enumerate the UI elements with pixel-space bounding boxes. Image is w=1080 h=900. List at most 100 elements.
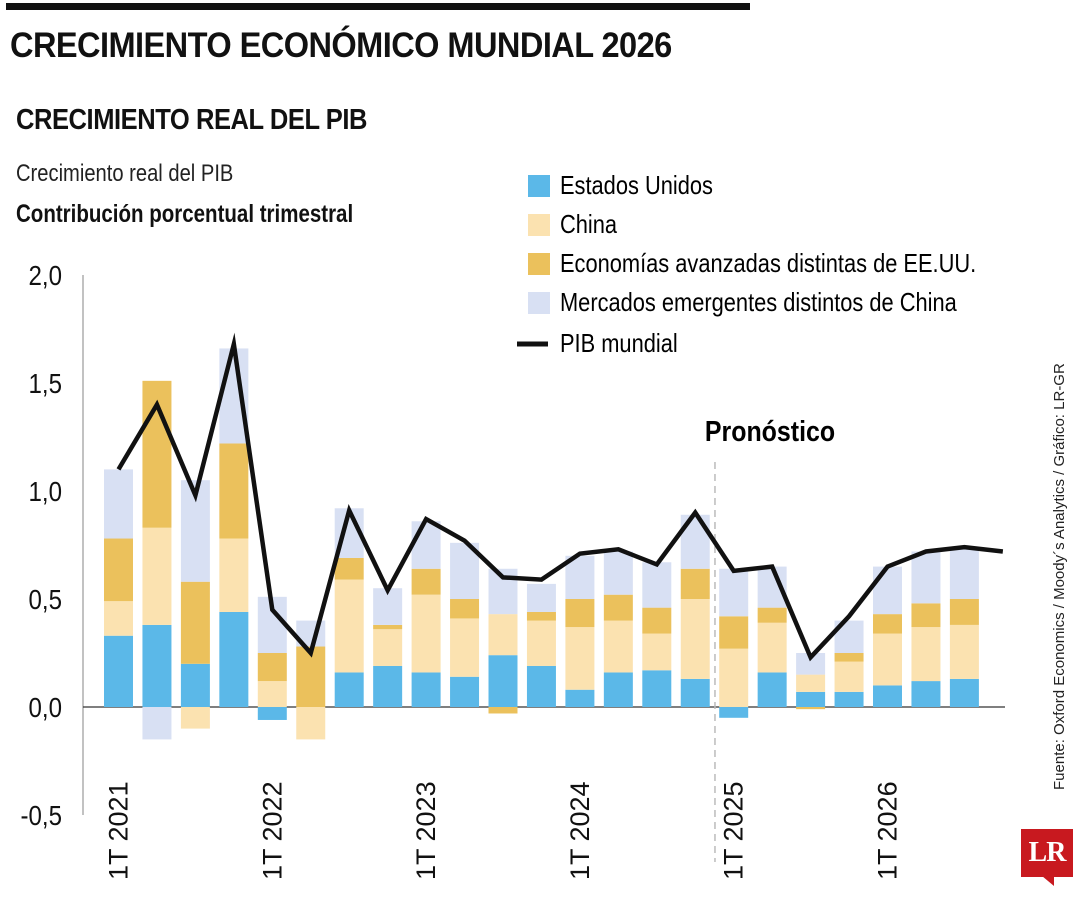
bar-segment-china [911, 627, 941, 682]
x-tick-label: 1T 2023 [411, 781, 441, 880]
lr-logo-tail [1042, 876, 1054, 886]
forecast-marker: Pronóstico [705, 415, 835, 862]
bar-segment-china [373, 629, 403, 666]
bar-segment-us [834, 691, 864, 707]
bar-segment-china [219, 538, 249, 612]
bar-segment-china [949, 624, 979, 679]
y-tick-label: 0,0 [29, 691, 62, 723]
bar-segment-em [142, 707, 172, 740]
forecast-label: Pronóstico [705, 415, 835, 447]
bar-segment-em [719, 568, 749, 617]
legend-label-em: Mercados emergentes distintos de China [560, 288, 957, 317]
bar-segment-us [949, 678, 979, 707]
bar-segment-adv [680, 568, 710, 599]
chart-subtitle: CRECIMIENTO REAL DEL PIB [16, 104, 368, 136]
world-gdp-layer [116, 332, 1004, 662]
legend-label-china: China [560, 210, 618, 239]
bar-segment-us [911, 681, 941, 707]
bar-segment-china [873, 633, 902, 686]
bar-segment-china [104, 601, 133, 636]
x-tick-label: 1T 2024 [565, 781, 595, 880]
bar-segment-adv [949, 599, 979, 625]
bar-segment-adv [450, 599, 480, 619]
legend-swatch-us [528, 175, 550, 197]
bar-segment-china [334, 579, 364, 673]
bar-segment-china [603, 620, 633, 673]
bar-segment-us [104, 635, 133, 707]
bar-segment-adv [257, 653, 287, 682]
bar-segment-china [834, 661, 864, 692]
bar-segment-us [450, 676, 480, 707]
x-tick-label: 1T 2026 [873, 781, 903, 880]
bar-segment-em [873, 566, 902, 615]
bar-segment-adv [565, 599, 595, 628]
chart-description: Crecimiento real del PIB [16, 160, 234, 187]
bar-segment-us [526, 665, 556, 707]
bar-segment-us [142, 624, 172, 707]
legend-swatch-adv [528, 253, 550, 275]
y-tick-label: -0,5 [21, 799, 62, 831]
bar-segment-china [257, 681, 287, 707]
lr-logo: LR [1021, 829, 1073, 877]
bar-segment-em [911, 551, 941, 604]
bar-segment-us [642, 670, 672, 707]
bar-segment-adv [603, 594, 633, 621]
legend-swatch-em [528, 292, 550, 314]
bar-segment-adv [104, 538, 133, 602]
bar-segment-china [488, 614, 518, 656]
bar-segment-us [719, 707, 749, 718]
source-note: Fuente: Oxford Economics / Moody´s Analy… [1051, 363, 1068, 790]
bar-segment-china [642, 633, 672, 671]
chart-unit-description: Contribución porcentual trimestral [16, 200, 354, 228]
x-tick-label: 1T 2021 [104, 781, 134, 880]
bar-segment-em [796, 653, 826, 675]
world-gdp-line [116, 332, 1004, 662]
legend-swatch-china [528, 214, 550, 236]
x-tick-label: 1T 2025 [719, 781, 749, 880]
bar-segment-us [180, 663, 210, 707]
page-title: CRECIMIENTO ECONÓMICO MUNDIAL 2026 [10, 26, 672, 65]
bar-segment-us [757, 672, 787, 707]
bar-segment-china [526, 620, 556, 666]
bar-segment-china [796, 674, 826, 692]
bar-segment-adv [373, 624, 403, 630]
x-tick-label: 1T 2022 [257, 781, 287, 880]
bar-segment-us [373, 665, 403, 707]
bar-segment-adv [526, 611, 556, 621]
bar-segment-adv [296, 646, 326, 707]
bar-segment-adv [488, 707, 518, 714]
bar-segment-us [565, 689, 595, 707]
bar-segment-adv [180, 581, 210, 664]
bar-segment-china [757, 622, 787, 673]
bar-segment-adv [334, 557, 364, 580]
bar-segment-us [796, 691, 826, 707]
y-tick-label: 1,5 [29, 367, 62, 399]
bar-segment-china [296, 707, 326, 740]
legend-label-us: Estados Unidos [560, 171, 713, 200]
bar-segment-adv [642, 607, 672, 634]
top-rule [6, 3, 750, 10]
bar-segment-us [680, 678, 710, 707]
y-tick-label: 0,5 [29, 583, 62, 615]
bar-segment-us [873, 685, 902, 707]
bar-segment-china [719, 648, 749, 707]
bar-segment-us [603, 672, 633, 707]
bar-segment-em [642, 562, 672, 608]
legend: Estados Unidos China Economías avanzadas… [517, 171, 976, 358]
legend-label-adv: Economías avanzadas distintas de EE.UU. [560, 249, 976, 278]
bar-segment-china [180, 707, 210, 729]
bar-segment-em [949, 547, 979, 599]
bar-segment-em [526, 583, 556, 612]
bar-segment-adv [796, 707, 826, 710]
bar-segment-adv [757, 607, 787, 623]
bar-segment-china [565, 627, 595, 690]
bars [104, 348, 979, 740]
bar-segment-china [680, 599, 710, 679]
bar-segment-us [488, 655, 518, 707]
bar-segment-china [450, 618, 480, 677]
bar-segment-us [219, 611, 249, 707]
lr-logo-text: LR [1028, 837, 1067, 868]
bar-segment-china [411, 594, 441, 673]
bar-segment-em [603, 551, 633, 595]
